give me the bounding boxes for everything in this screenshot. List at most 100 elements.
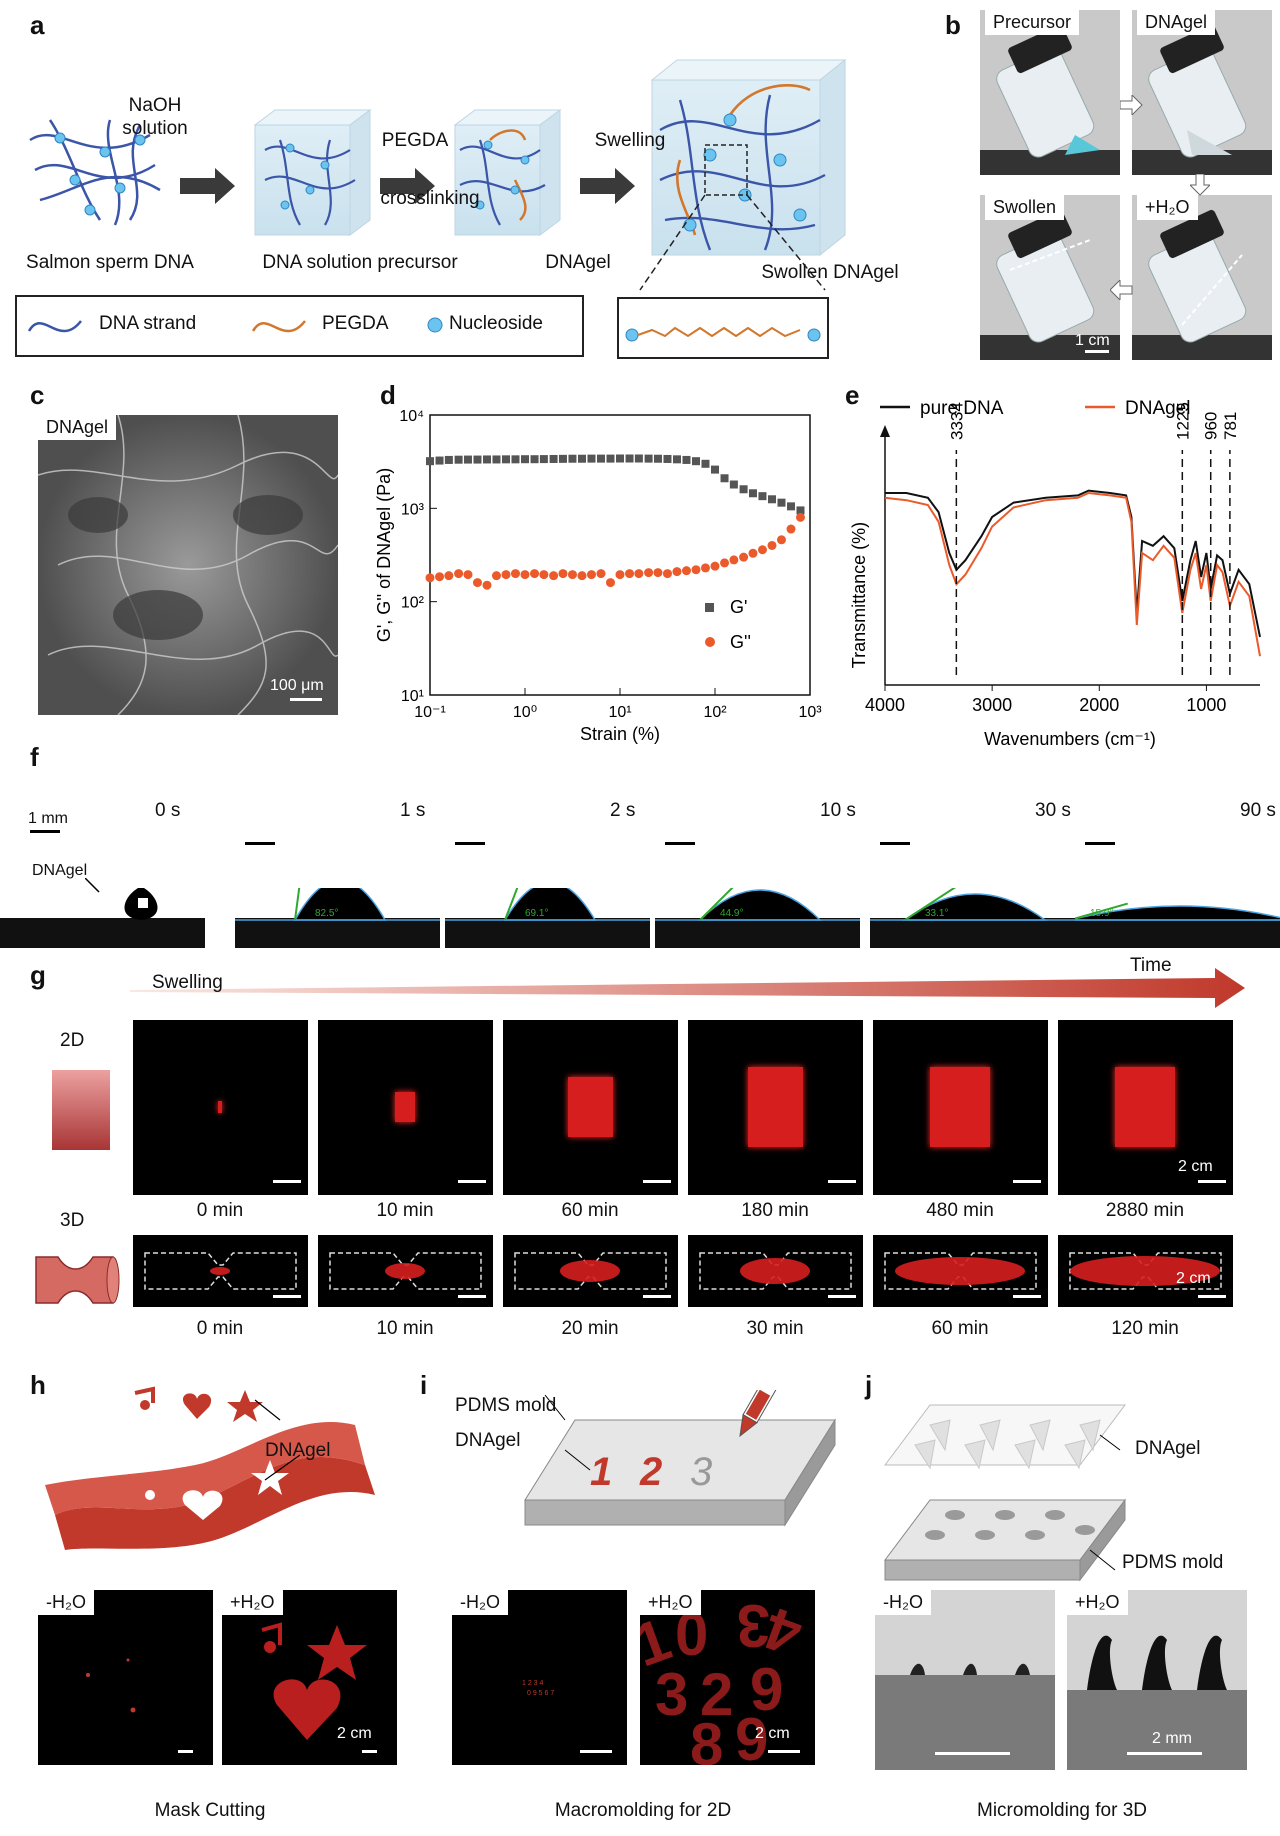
g-2d-time: 180 min xyxy=(741,1200,809,1221)
d-xtick-label: 10¹ xyxy=(608,704,631,721)
sem-tag: DNAgel xyxy=(38,415,117,440)
d-point-gprime xyxy=(454,455,463,464)
svg-text:0 9 5 6 7: 0 9 5 6 7 xyxy=(527,1690,554,1697)
f-frame-scalebar xyxy=(1085,842,1115,845)
g-2d-photo xyxy=(503,1020,678,1195)
d-point-gdoubleprime xyxy=(739,552,749,562)
d-point-gdoubleprime xyxy=(444,571,454,581)
mask-cutting-schematic xyxy=(45,1386,375,1550)
d-point-gdoubleprime xyxy=(720,558,730,568)
g-3d-dumbbell xyxy=(1069,1252,1222,1290)
g-3d-time: 120 min xyxy=(1111,1318,1179,1339)
svg-text:3: 3 xyxy=(737,1592,770,1659)
g-scalebar xyxy=(643,1180,671,1183)
panel-label-j: j xyxy=(865,1370,873,1400)
d-point-gdoubleprime xyxy=(767,540,777,550)
j-photo-minus xyxy=(875,1590,1055,1770)
i-plus-scalebar xyxy=(768,1750,800,1753)
f-frame-scalebar xyxy=(245,842,275,845)
g-2d-gel xyxy=(567,1077,613,1137)
g-2d-photo: 2 cm xyxy=(1058,1020,1233,1195)
time-arrow xyxy=(130,968,1245,1008)
j-mold-label: PDMS mold xyxy=(1122,1552,1224,1573)
g-scalebar xyxy=(458,1180,486,1183)
d-point-gprime xyxy=(568,454,577,463)
panel-a-schematic xyxy=(29,58,847,359)
droplet-image: 44.9° xyxy=(655,888,860,948)
d-point-gprime xyxy=(482,455,491,464)
e-xtick-label: 4000 xyxy=(865,695,905,715)
d-point-gprime xyxy=(521,455,529,464)
d-point-gprime xyxy=(644,454,653,463)
d-point-gdoubleprime xyxy=(634,569,644,579)
d-point-gprime xyxy=(787,502,796,511)
j-scale-label: 2 mm xyxy=(1152,1730,1192,1747)
e-peak-label: 1225 xyxy=(1173,402,1192,440)
j-plus-scalebar xyxy=(1127,1752,1202,1755)
d-point-gprime xyxy=(463,455,472,464)
d-point-gprime xyxy=(577,454,586,463)
panel-label-b: b xyxy=(945,10,961,40)
panel-label-h: h xyxy=(30,1370,46,1400)
photo-swollen xyxy=(980,195,1120,360)
d-point-gprime xyxy=(539,455,548,464)
f-frame: 1 s 82.5° xyxy=(235,800,440,950)
ftir-chart: pure DNA DNAgel Transmittance (%) Wavenu… xyxy=(849,398,1261,749)
label-plus-water: +H₂O xyxy=(1137,195,1198,220)
d-point-gdoubleprime xyxy=(644,568,654,578)
rheology-chart: G', G'' of DNAgel (Pa) Strain (%) 10⁻¹ 10… xyxy=(375,408,822,744)
nucleoside-icon xyxy=(427,317,443,333)
f-frame: 2 s 69.1° xyxy=(445,800,650,950)
d-point-gdoubleprime xyxy=(700,563,710,573)
i-caption: Macromolding for 2D xyxy=(554,1800,732,1821)
d-point-gprime xyxy=(692,457,701,466)
d-point-gdoubleprime xyxy=(605,578,615,588)
g-3d-time: 0 min xyxy=(196,1318,244,1339)
d-ylabel: G', G'' of DNAgel (Pa) xyxy=(375,468,394,642)
d-point-gdoubleprime xyxy=(615,570,625,580)
d-point-gprime xyxy=(729,480,738,489)
h-photo-minus xyxy=(38,1590,213,1765)
g-2d-gel xyxy=(747,1067,803,1147)
g-3d-scalebar xyxy=(1198,1295,1226,1298)
d-point-gprime xyxy=(625,454,634,463)
d-point-gprime xyxy=(549,454,558,463)
d-point-gprime xyxy=(444,455,453,464)
d-point-gdoubleprime xyxy=(795,512,805,522)
d-point-gprime xyxy=(767,495,776,504)
d-ytick-label: 10¹ xyxy=(401,688,424,705)
g-2d-time: 10 min xyxy=(376,1200,434,1221)
g-2d-time: 60 min xyxy=(561,1200,619,1221)
g-3d-photo xyxy=(688,1235,863,1307)
d-point-gdoubleprime xyxy=(662,569,672,579)
i-digit-3: 3 xyxy=(690,1450,712,1494)
i-digit-1: 1 xyxy=(590,1450,612,1494)
d-point-gdoubleprime xyxy=(435,572,445,582)
j-photo-plus: 2 mm xyxy=(1067,1590,1247,1770)
f-time-label: 30 s xyxy=(1035,800,1071,821)
rect-2d-icon xyxy=(52,1070,110,1150)
arrow-left-icon xyxy=(1110,280,1133,300)
f-scalebar xyxy=(30,830,60,833)
d-point-gdoubleprime xyxy=(748,548,758,558)
label-precursor: Precursor xyxy=(985,10,1080,35)
d-point-gprime xyxy=(777,498,786,507)
photo-dnagel xyxy=(1132,10,1272,175)
j-minus-tag: -H₂O xyxy=(875,1590,931,1615)
step-salmon-dna: Salmon sperm DNA xyxy=(26,252,194,273)
step-swollen: Swollen DNAgel xyxy=(761,262,899,283)
arrow2-label-bottom: crosslinking xyxy=(380,188,480,209)
d-point-gprime xyxy=(663,454,672,463)
h-minus-tag: -H₂O xyxy=(38,1590,94,1615)
g-3d-scalebar xyxy=(273,1295,301,1298)
h-caption: Mask Cutting xyxy=(154,1800,266,1821)
d-point-gdoubleprime xyxy=(691,565,701,575)
f-frame-scalebar xyxy=(665,842,695,845)
d-point-gprime xyxy=(653,454,662,463)
d-point-gprime xyxy=(426,457,434,466)
d-point-gdoubleprime xyxy=(425,573,435,583)
h-plus-scalebar xyxy=(362,1750,377,1753)
h-minus-scalebar xyxy=(178,1750,193,1753)
f-pointer-icon xyxy=(85,878,100,893)
f-frame-scalebar xyxy=(880,842,910,845)
